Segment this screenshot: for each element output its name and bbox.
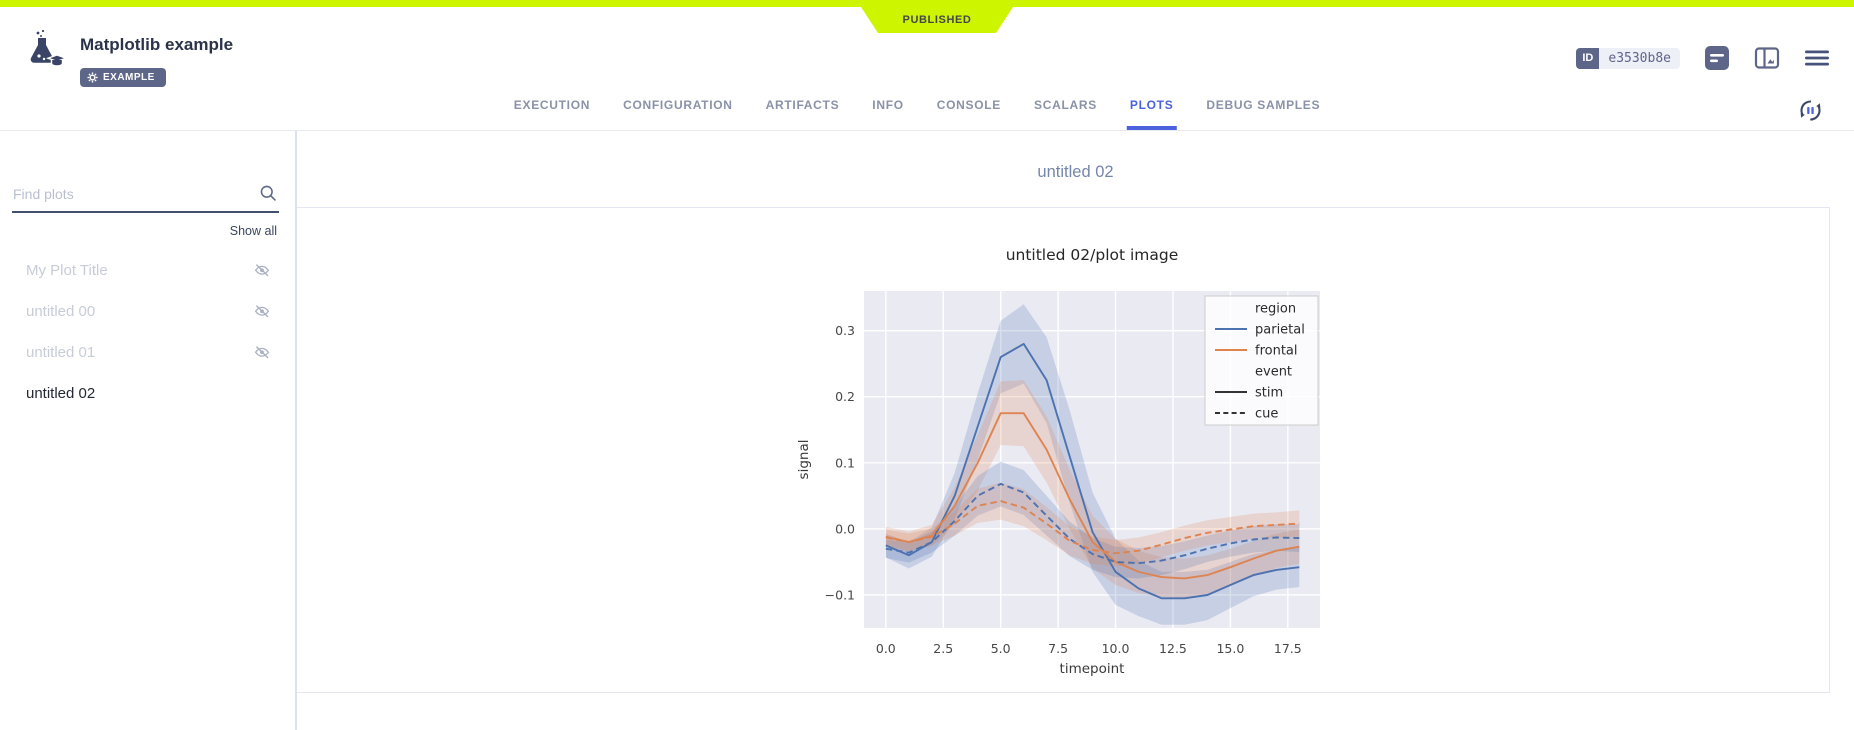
- id-value: e3530b8e: [1599, 47, 1680, 69]
- tab-artifacts[interactable]: ARTIFACTS: [765, 98, 840, 112]
- svg-text:signal: signal: [796, 440, 812, 480]
- svg-text:untitled 02/plot image: untitled 02/plot image: [1006, 246, 1179, 264]
- eye-off-icon[interactable]: [253, 262, 271, 280]
- details-icon[interactable]: [1704, 45, 1730, 71]
- plot-list-item[interactable]: untitled 01: [0, 332, 295, 373]
- svg-text:17.5: 17.5: [1274, 641, 1302, 656]
- header-actions: ID e3530b8e: [1576, 45, 1830, 71]
- search-icon[interactable]: [259, 184, 277, 202]
- tab-configuration[interactable]: CONFIGURATION: [623, 98, 733, 112]
- svg-text:0.0: 0.0: [876, 641, 896, 656]
- svg-text:cue: cue: [1255, 407, 1278, 422]
- eye-off-icon[interactable]: [253, 344, 271, 362]
- svg-text:0.0: 0.0: [835, 521, 855, 536]
- plot-item-label: untitled 01: [26, 344, 96, 361]
- svg-text:7.5: 7.5: [1048, 641, 1068, 656]
- plot-list: My Plot Title untitled 00: [0, 250, 295, 414]
- gear-icon: [87, 72, 98, 83]
- svg-text:12.5: 12.5: [1159, 641, 1187, 656]
- svg-text:timepoint: timepoint: [1060, 661, 1125, 677]
- tab-execution[interactable]: EXECUTION: [513, 98, 591, 112]
- svg-text:2.5: 2.5: [933, 641, 953, 656]
- plot-item-label: My Plot Title: [26, 262, 108, 279]
- experiment-id-chip[interactable]: ID e3530b8e: [1576, 47, 1680, 69]
- svg-text:stim: stim: [1255, 386, 1283, 401]
- experiment-tabs: EXECUTION CONFIGURATION ARTIFACTS INFO C…: [511, 98, 1323, 130]
- eye-off-icon[interactable]: [253, 303, 271, 321]
- tab-scalars[interactable]: SCALARS: [1034, 98, 1097, 112]
- tab-plots[interactable]: PLOTS: [1126, 98, 1177, 130]
- plot-search: [12, 181, 279, 213]
- content-area: Show all My Plot Title untitled 00: [0, 131, 1854, 730]
- title-block: Matplotlib example EXAMPLE: [80, 35, 233, 88]
- tab-info[interactable]: INFO: [872, 98, 904, 112]
- show-all-link[interactable]: Show all: [229, 224, 277, 238]
- plots-main: untitled 02 untitled 02/plot image 0.0 2.5…: [297, 131, 1854, 730]
- svg-text:10.0: 10.0: [1102, 641, 1130, 656]
- plot-item-label: untitled 02: [26, 385, 96, 402]
- status-strip: [0, 0, 1854, 7]
- plot-group-title: untitled 02: [1037, 162, 1114, 181]
- plot-item-label: untitled 00: [26, 303, 96, 320]
- svg-text:frontal: frontal: [1255, 344, 1298, 359]
- plots-sidebar: Show all My Plot Title untitled 00: [0, 131, 297, 730]
- tab-console[interactable]: CONSOLE: [936, 98, 1002, 112]
- plot-list-item[interactable]: My Plot Title: [0, 250, 295, 291]
- plot-card: untitled 02/plot image 0.0 2.5 5.0 7.5 10.0 12…: [297, 207, 1830, 693]
- plot-list-item-selected[interactable]: untitled 02: [0, 373, 295, 414]
- plot-canvas: untitled 02/plot image 0.0 2.5 5.0 7.5 10.0 12…: [796, 246, 1320, 677]
- svg-text:−0.1: −0.1: [825, 587, 855, 602]
- plot-list-item[interactable]: untitled 00: [0, 291, 295, 332]
- flask-graduation-icon: [30, 29, 69, 67]
- layout-panel-icon[interactable]: [1754, 45, 1780, 71]
- svg-text:15.0: 15.0: [1216, 641, 1244, 656]
- tab-debug-samples[interactable]: DEBUG SAMPLES: [1206, 98, 1321, 112]
- experiment-tag-label: EXAMPLE: [103, 72, 155, 83]
- svg-text:event: event: [1255, 365, 1292, 380]
- svg-text:0.1: 0.1: [835, 455, 855, 470]
- status-badge-label: PUBLISHED: [902, 14, 972, 26]
- svg-text:5.0: 5.0: [991, 641, 1011, 656]
- experiment-type-icon: [24, 29, 69, 73]
- status-badge: PUBLISHED: [861, 7, 1013, 33]
- id-label: ID: [1576, 47, 1600, 69]
- svg-text:region: region: [1255, 302, 1296, 317]
- auto-refresh-toggle[interactable]: [1797, 97, 1824, 124]
- svg-text:0.3: 0.3: [835, 323, 855, 338]
- experiment-title: Matplotlib example: [80, 35, 234, 54]
- svg-text:parietal: parietal: [1255, 323, 1305, 338]
- experiment-tag[interactable]: EXAMPLE: [80, 68, 166, 87]
- search-input[interactable]: [12, 181, 279, 211]
- menu-icon[interactable]: [1804, 45, 1830, 71]
- svg-text:0.2: 0.2: [835, 389, 855, 404]
